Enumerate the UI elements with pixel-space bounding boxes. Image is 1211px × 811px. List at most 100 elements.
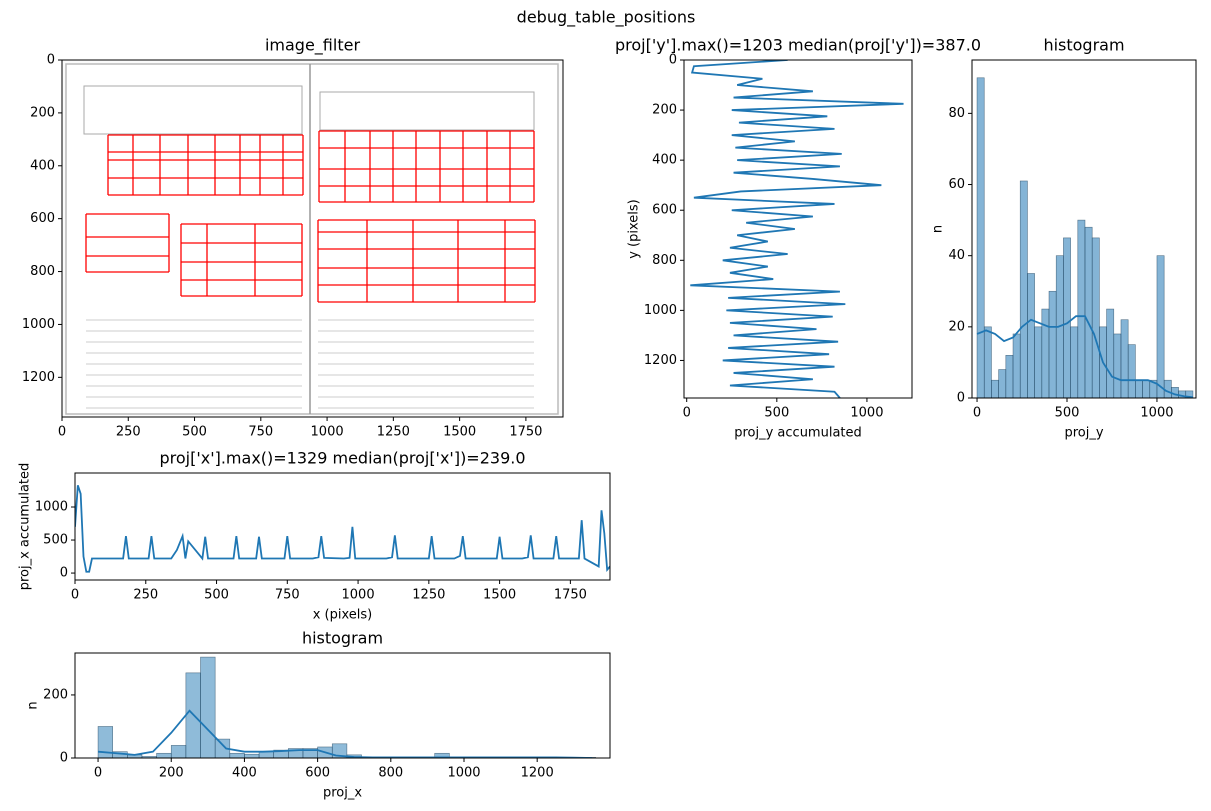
y-tick-label: 600: [30, 211, 55, 226]
line: [690, 60, 904, 398]
x-axis-label: proj_y: [1064, 426, 1103, 441]
histogram-bar: [1077, 219, 1086, 398]
page-edge: [65, 63, 559, 415]
axes-title: histogram: [1043, 36, 1124, 55]
x-tick-label: 1000: [342, 588, 375, 603]
histogram-bar: [1048, 290, 1057, 398]
y-tick-label: 1200: [22, 370, 55, 385]
x-tick-label: 1750: [554, 588, 587, 603]
x-tick-label: 750: [275, 588, 300, 603]
y-tick-label: 200: [30, 105, 55, 120]
x-tick-label: 800: [378, 766, 403, 781]
y-tick-label: 1200: [644, 353, 677, 368]
y-axis-label: n: [931, 225, 946, 233]
y-tick-label: 1000: [644, 303, 677, 318]
x-tick-label: 1200: [521, 766, 554, 781]
y-tick-label: 200: [652, 103, 677, 118]
histogram-bar: [200, 656, 216, 758]
x-axis-label: proj_y accumulated: [734, 426, 862, 441]
x-tick-label: 1250: [377, 425, 410, 440]
x-tick-label: 0: [71, 588, 79, 603]
histogram-bar: [1156, 255, 1165, 398]
histogram-bar: [1091, 237, 1100, 398]
x-tick-label: 1000: [447, 766, 480, 781]
x-tick-label: 500: [182, 425, 207, 440]
histogram-bar: [1034, 326, 1043, 398]
figure-title: debug_table_positions: [517, 8, 696, 28]
y-tick-label: 60: [948, 177, 965, 192]
y-tick-label: 200: [43, 687, 68, 702]
x-tick-label: 250: [116, 425, 141, 440]
histogram-bar: [1027, 273, 1035, 398]
y-tick-label: 0: [60, 566, 68, 581]
histogram-bar: [258, 751, 275, 758]
histogram-bar: [1070, 326, 1079, 398]
y-tick-label: 1000: [35, 500, 68, 515]
histogram-bar: [976, 77, 985, 398]
histogram-bar: [1142, 379, 1151, 398]
x-tick-label: 0: [973, 406, 981, 421]
plot-area: [690, 60, 904, 398]
histogram-bar: [1063, 237, 1071, 398]
axes-frame: [683, 59, 913, 399]
histogram-bar: [1113, 333, 1122, 398]
x-tick-label: 1750: [509, 425, 542, 440]
histogram-bar: [1012, 333, 1021, 398]
y-tick-label: 800: [30, 264, 55, 279]
histogram-bar: [1127, 344, 1136, 398]
x-tick-label: 1500: [443, 425, 476, 440]
histogram-bar: [983, 326, 992, 398]
axes-title: image_filter: [265, 36, 360, 56]
axes-frame: [74, 652, 611, 759]
histogram-bar: [1005, 355, 1014, 398]
histogram-bar: [229, 752, 245, 758]
y-axis-label: proj_x accumulated: [18, 463, 33, 591]
x-axis-label: proj_x: [323, 786, 362, 801]
axes-frame: [61, 59, 564, 418]
y-tick-label: 400: [652, 153, 677, 168]
axes-frame: [74, 472, 611, 581]
line: [75, 485, 610, 573]
histogram-bar: [1185, 390, 1194, 398]
x-tick-label: 0: [94, 766, 102, 781]
histogram-bar: [998, 369, 1007, 398]
axes-title: proj['y'].max()=1203 median(proj['y'])=3…: [615, 36, 981, 55]
form-header: [83, 85, 303, 135]
axes-frame: [971, 59, 1197, 399]
y-tick-label: 0: [47, 53, 55, 68]
y-tick-label: 40: [948, 248, 965, 263]
scanned-image: [62, 60, 563, 417]
histogram-bar: [1120, 319, 1129, 398]
kde-line: [97, 709, 593, 758]
histogram-bar: [991, 379, 999, 398]
x-tick-label: 1000: [1140, 406, 1173, 421]
x-tick-label: 750: [248, 425, 273, 440]
y-tick-label: 600: [652, 203, 677, 218]
axes-title: proj['x'].max()=1329 median(proj['x'])=2…: [159, 449, 525, 468]
x-tick-label: 250: [133, 588, 158, 603]
x-tick-label: 500: [204, 588, 229, 603]
y-axis-label: y (pixels): [627, 199, 642, 259]
x-tick-label: 1250: [412, 588, 445, 603]
histogram-bar: [1135, 379, 1143, 398]
plot-area: [75, 485, 610, 573]
axes-title: histogram: [302, 629, 383, 648]
y-tick-label: 1000: [22, 317, 55, 332]
x-tick-label: 1500: [483, 588, 516, 603]
histogram-bar: [1106, 308, 1115, 398]
histogram-bar: [1084, 226, 1093, 398]
y-axis-label: n: [26, 701, 41, 709]
histogram-bar: [1041, 308, 1050, 398]
histogram-bar: [170, 745, 187, 758]
x-tick-label: 200: [159, 766, 184, 781]
histogram-bar: [156, 752, 172, 758]
histogram-bar: [1163, 379, 1172, 398]
kde-line: [976, 315, 1194, 398]
y-tick-label: 0: [669, 53, 677, 68]
form-header: [319, 91, 535, 131]
y-tick-label: 0: [957, 391, 965, 406]
x-tick-label: 600: [305, 766, 330, 781]
x-tick-label: 400: [232, 766, 257, 781]
plot-area: [976, 77, 1194, 398]
